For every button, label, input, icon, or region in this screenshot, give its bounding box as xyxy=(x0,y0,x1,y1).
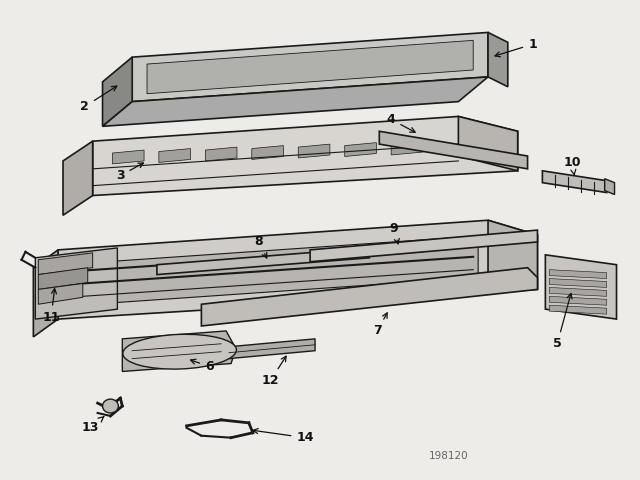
Text: 9: 9 xyxy=(390,222,399,244)
Text: 198120: 198120 xyxy=(429,451,468,461)
Polygon shape xyxy=(605,179,614,194)
Polygon shape xyxy=(58,220,538,319)
Polygon shape xyxy=(33,250,58,337)
Polygon shape xyxy=(102,77,488,126)
Text: 8: 8 xyxy=(255,236,267,258)
Text: 7: 7 xyxy=(373,313,387,337)
Polygon shape xyxy=(549,296,607,305)
Text: 5: 5 xyxy=(553,293,572,350)
Text: 11: 11 xyxy=(42,288,60,324)
Polygon shape xyxy=(549,288,607,296)
Polygon shape xyxy=(542,171,607,192)
Text: 10: 10 xyxy=(563,156,580,175)
Text: 3: 3 xyxy=(116,163,143,182)
Polygon shape xyxy=(38,268,88,289)
Polygon shape xyxy=(298,144,330,158)
Polygon shape xyxy=(132,33,488,102)
Polygon shape xyxy=(113,150,144,164)
Polygon shape xyxy=(229,339,315,359)
Polygon shape xyxy=(310,230,538,262)
Polygon shape xyxy=(488,220,538,289)
Ellipse shape xyxy=(123,334,236,369)
Text: 14: 14 xyxy=(253,429,314,444)
Polygon shape xyxy=(159,149,191,162)
Polygon shape xyxy=(549,270,607,278)
Polygon shape xyxy=(147,40,473,94)
Ellipse shape xyxy=(102,399,118,413)
Text: 2: 2 xyxy=(81,86,117,113)
Polygon shape xyxy=(63,236,478,306)
Polygon shape xyxy=(549,305,607,314)
Polygon shape xyxy=(458,117,518,171)
Polygon shape xyxy=(102,57,132,126)
Polygon shape xyxy=(380,131,527,169)
Polygon shape xyxy=(391,141,423,155)
Text: 13: 13 xyxy=(82,417,104,434)
Polygon shape xyxy=(345,143,376,156)
Polygon shape xyxy=(122,331,236,372)
Polygon shape xyxy=(252,145,284,159)
Polygon shape xyxy=(35,248,117,319)
Polygon shape xyxy=(93,117,518,195)
Polygon shape xyxy=(205,147,237,161)
Polygon shape xyxy=(38,284,83,304)
Text: 6: 6 xyxy=(191,359,214,373)
Text: 1: 1 xyxy=(495,38,537,57)
Polygon shape xyxy=(549,278,607,288)
Polygon shape xyxy=(545,255,616,319)
Text: 12: 12 xyxy=(262,356,286,387)
Polygon shape xyxy=(157,248,369,275)
Polygon shape xyxy=(488,33,508,87)
Text: 4: 4 xyxy=(387,113,415,132)
Polygon shape xyxy=(202,268,538,326)
Polygon shape xyxy=(38,253,93,275)
Polygon shape xyxy=(63,141,93,216)
